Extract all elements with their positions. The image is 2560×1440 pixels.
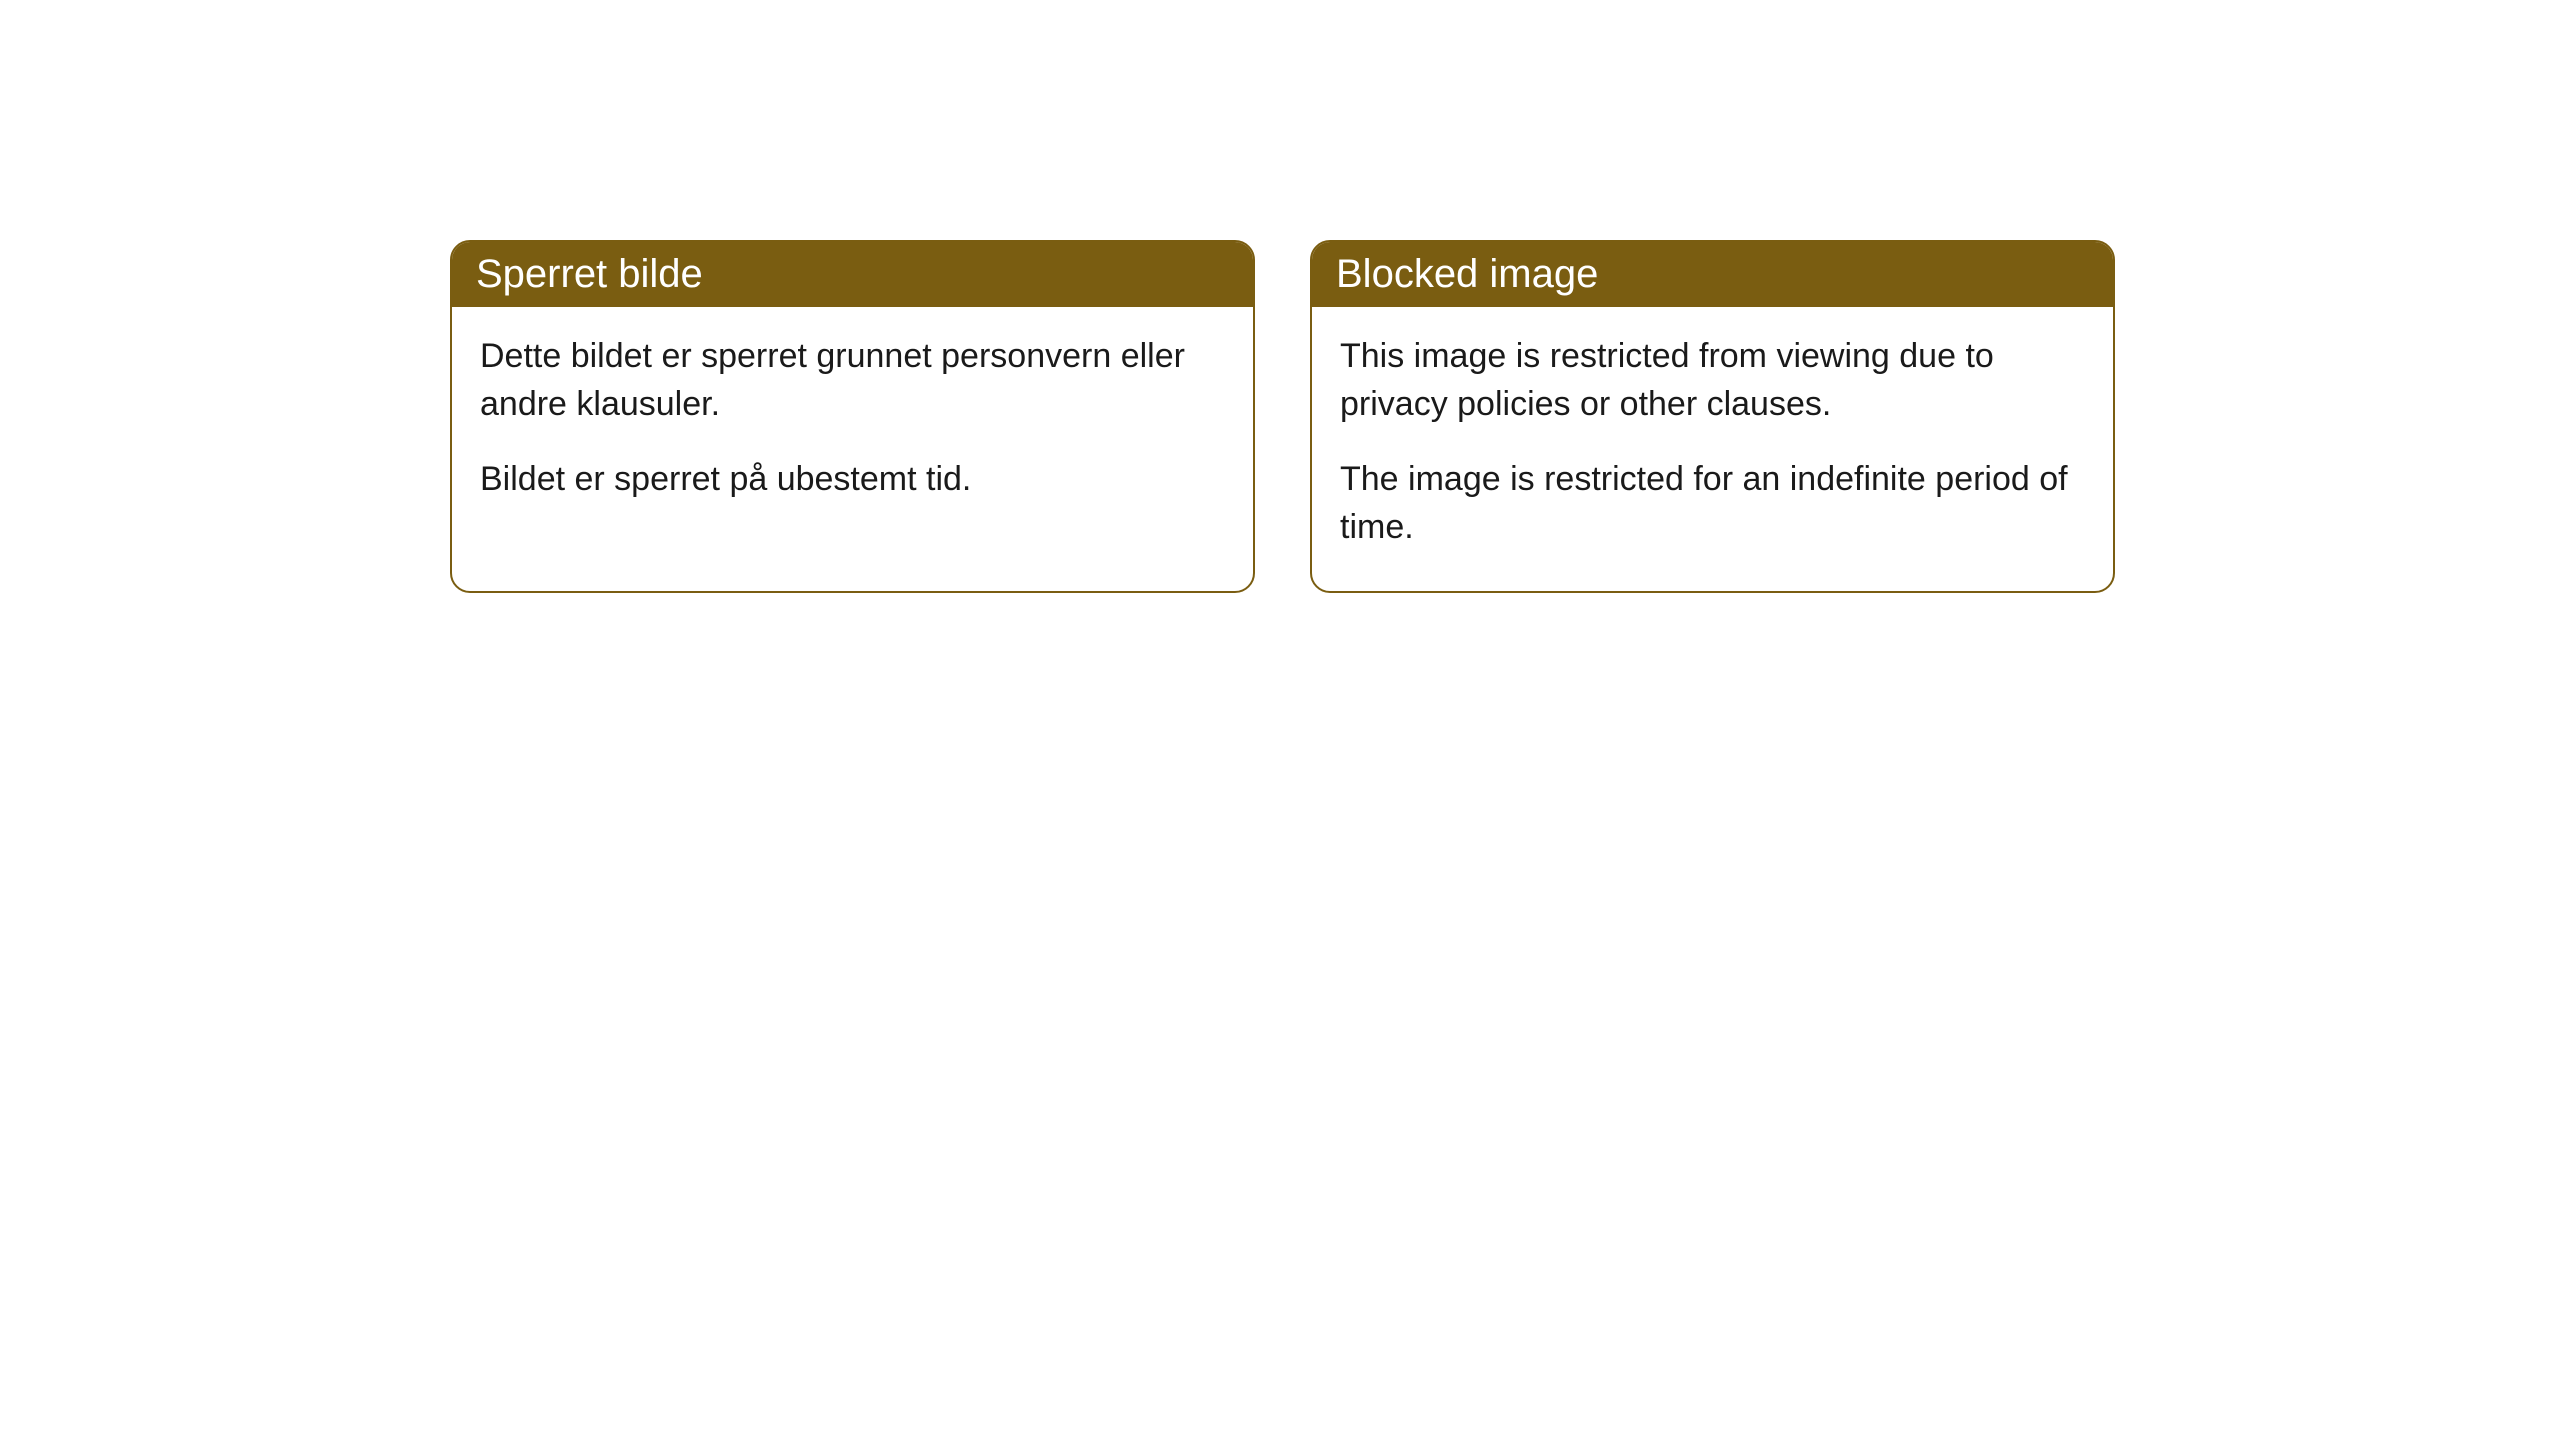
card-body: This image is restricted from viewing du…: [1312, 307, 2113, 591]
blocked-image-card-norwegian: Sperret bilde Dette bildet er sperret gr…: [450, 240, 1255, 593]
card-paragraph: Dette bildet er sperret grunnet personve…: [480, 333, 1225, 428]
card-paragraph: The image is restricted for an indefinit…: [1340, 456, 2085, 551]
card-body: Dette bildet er sperret grunnet personve…: [452, 307, 1253, 544]
card-title: Sperret bilde: [476, 252, 703, 296]
card-header: Sperret bilde: [452, 242, 1253, 307]
notice-container: Sperret bilde Dette bildet er sperret gr…: [450, 240, 2560, 593]
card-paragraph: This image is restricted from viewing du…: [1340, 333, 2085, 428]
card-header: Blocked image: [1312, 242, 2113, 307]
blocked-image-card-english: Blocked image This image is restricted f…: [1310, 240, 2115, 593]
card-paragraph: Bildet er sperret på ubestemt tid.: [480, 456, 1225, 504]
card-title: Blocked image: [1336, 252, 1598, 296]
